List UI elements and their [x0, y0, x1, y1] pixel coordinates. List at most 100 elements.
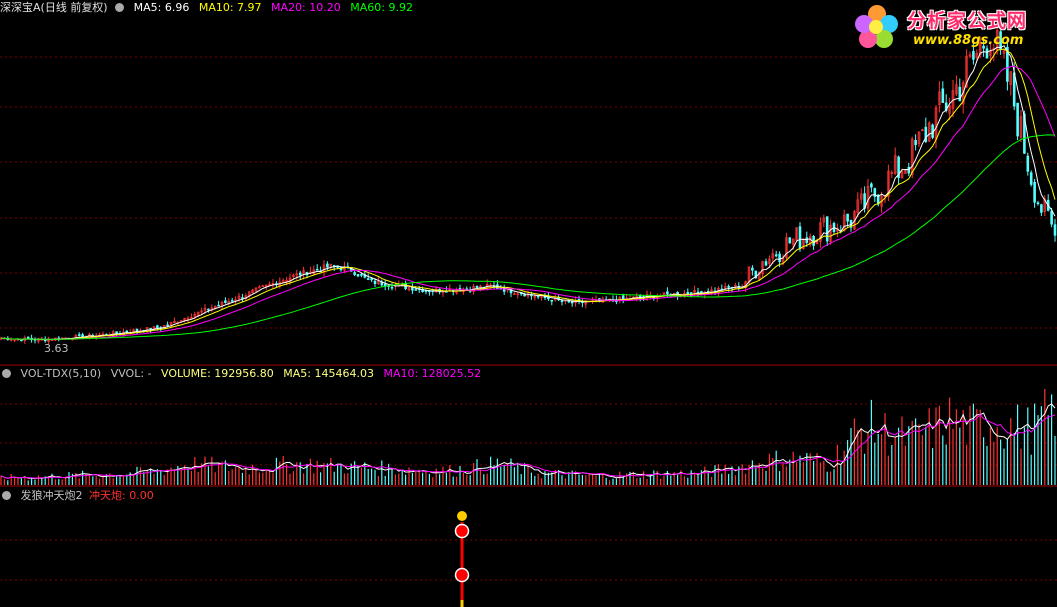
candle-body: [802, 238, 805, 249]
candle-body: [825, 216, 829, 242]
ma60-legend: MA60: 9.92: [350, 1, 413, 14]
candle-body: [115, 331, 118, 334]
signal-marker: [454, 511, 470, 607]
ma20-legend: MA20: 10.20: [271, 1, 341, 14]
candle-body: [1040, 204, 1043, 213]
candle-body: [927, 122, 931, 142]
candle-body: [315, 268, 319, 271]
price-panel-header: 深深宝A(日线 前复权) MA5: 6.96 MA10: 7.97 MA20: …: [0, 0, 419, 16]
candle-body: [764, 261, 768, 266]
candle-body: [322, 264, 326, 273]
candle-body: [254, 287, 258, 292]
candle-body: [900, 171, 904, 179]
candle-body: [475, 286, 479, 288]
candle-body: [271, 282, 275, 285]
candle-body: [890, 172, 894, 174]
ma5-line: [0, 45, 1056, 341]
candle-body: [135, 328, 139, 332]
ma10-legend: MA10: 7.97: [198, 1, 262, 14]
signal-rocket-icon: [454, 567, 470, 583]
candle-body: [788, 237, 792, 244]
candle-body: [1050, 210, 1053, 225]
settings-gear-icon[interactable]: [2, 369, 11, 378]
candle-body: [77, 334, 81, 336]
candle-body: [1033, 182, 1036, 203]
candle-body: [968, 54, 972, 57]
candle-body: [292, 274, 295, 277]
volume-panel-title: VOL-TDX(5,10): [20, 367, 102, 380]
candle-body: [948, 105, 951, 114]
candle-body: [914, 139, 917, 146]
candle-body: [156, 325, 159, 329]
candle-body: [812, 235, 815, 246]
volume-legend: VOLUME: 192956.80: [161, 367, 274, 380]
candle-body: [326, 263, 329, 268]
candle-body: [975, 52, 979, 58]
candle-body: [785, 237, 788, 259]
candle-body: [798, 226, 802, 249]
candle-body: [166, 324, 169, 327]
signal-panel-header: 发狼冲天炮2 冲天炮: 0.00: [0, 488, 160, 504]
candle-body: [757, 272, 761, 280]
candle-body: [513, 293, 516, 296]
volume-bars: [0, 388, 1056, 485]
candle-body: [924, 126, 928, 142]
candle-body: [251, 289, 254, 293]
candle-body: [910, 138, 914, 175]
candle-body: [985, 48, 989, 59]
candle-body: [1036, 202, 1040, 205]
candle-body: [965, 55, 968, 87]
candle-body: [1019, 116, 1023, 138]
settings-gear-icon[interactable]: [115, 3, 125, 12]
candle-body: [907, 166, 911, 174]
candle-body: [173, 321, 176, 324]
candle-body: [234, 299, 237, 302]
candle-body: [329, 263, 333, 267]
candle-body: [1043, 198, 1047, 212]
candle-body: [768, 258, 771, 264]
candle-body: [217, 304, 220, 307]
candle-body: [893, 155, 897, 174]
logo-url: www.88gs.com: [913, 33, 1024, 48]
ma5-legend: MA5: 6.96: [133, 1, 190, 14]
candle-body: [207, 308, 210, 311]
candle-body: [666, 291, 669, 295]
candle-body: [200, 310, 203, 313]
candle-body: [295, 273, 299, 276]
candle-body: [819, 222, 822, 242]
price-ma-lines: [0, 45, 1056, 341]
candle-body: [866, 186, 870, 209]
candle-body: [356, 274, 360, 277]
candle-body: [795, 227, 798, 241]
candle-body: [9, 339, 13, 341]
ma10-line: [0, 48, 1056, 341]
ma20-line: [0, 65, 1056, 340]
logo-name: 分析家公式网: [907, 10, 1028, 32]
candle-body: [955, 84, 958, 95]
candle-body: [1023, 113, 1026, 154]
candle-body: [203, 307, 207, 311]
candle-body: [1026, 155, 1030, 172]
candle-body: [774, 254, 778, 257]
signal-tip-icon: [457, 511, 467, 521]
volume-grid: [0, 403, 1057, 466]
candle-body: [516, 293, 520, 296]
candle-body: [805, 237, 809, 243]
candle-body: [781, 258, 785, 263]
volume-ma-lines: [0, 403, 1056, 480]
volume-panel-header: VOL-TDX(5,10) VVOL: - VOLUME: 192956.80 …: [0, 366, 487, 382]
settings-gear-icon[interactable]: [2, 491, 11, 500]
candle-body: [1009, 71, 1013, 85]
price-low-label: 3.63: [44, 342, 69, 355]
candle-body: [258, 286, 261, 289]
signal-panel-title: 发狼冲天炮2: [20, 489, 83, 502]
candle-body: [856, 199, 860, 213]
candle-body: [370, 278, 373, 281]
candle-body: [938, 91, 941, 105]
candle-body: [995, 30, 999, 50]
candle-body: [1016, 102, 1019, 137]
candle-body: [1029, 172, 1033, 185]
candle-body: [186, 318, 190, 320]
signal-rocket-icon: [454, 523, 470, 539]
